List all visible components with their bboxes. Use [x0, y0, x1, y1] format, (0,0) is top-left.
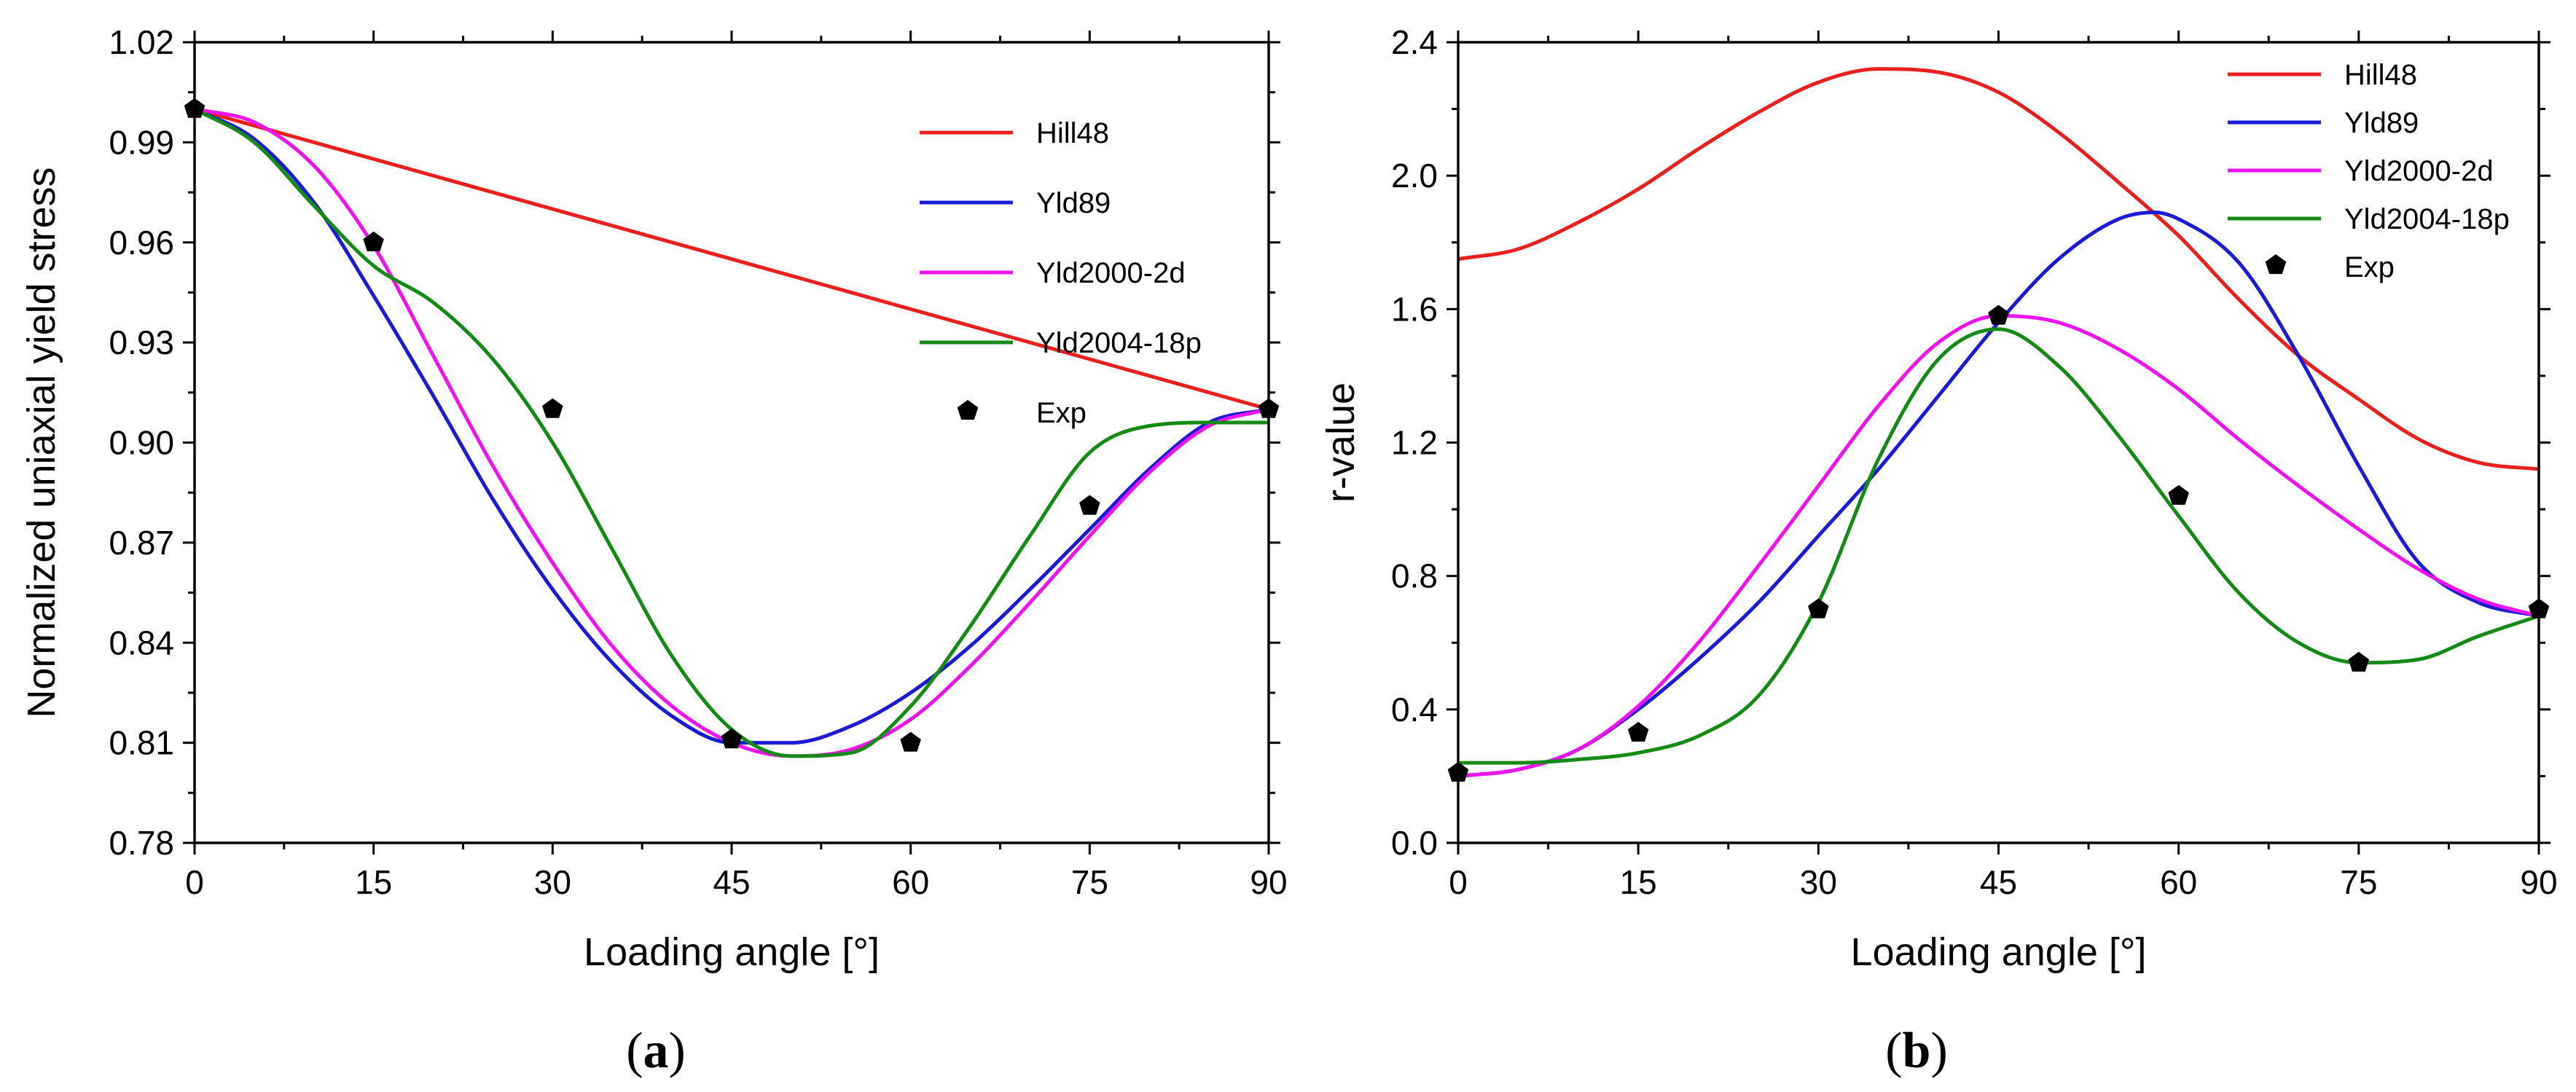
panel-label-letter: b: [1903, 1023, 1931, 1079]
y-tick-label: 0.87: [109, 524, 174, 562]
legend-label-yld89: Yld89: [1036, 187, 1111, 219]
plot-frame: [193, 41, 1270, 844]
y-tick-label: 0.81: [109, 724, 174, 762]
y-tick-label: 0.78: [109, 824, 174, 862]
series-line-yld2004-18p: [1458, 327, 2539, 765]
data-point-exp: [1627, 721, 1649, 742]
series-line-yld89: [1458, 211, 2539, 778]
panel-a: 0 15 30 45 60 75 90 0.78 0.81 0.84 0.87 0.90 0.93 0.9…: [20, 23, 1288, 1079]
legend-label-yld2004-18p: Yld2004-18p: [1036, 327, 1202, 359]
y-tick-label: 1.6: [1391, 290, 1438, 328]
legend-label-yld2000-2d: Yld2000-2d: [2344, 155, 2494, 187]
series-line-hill48: [1458, 67, 2539, 471]
legend-label-exp: Exp: [1036, 397, 1087, 429]
x-tick-label: 45: [1980, 863, 2017, 901]
series-line-yld89: [195, 107, 1269, 745]
panel-label: (b): [1885, 1023, 1948, 1079]
x-tick-label: 75: [1071, 863, 1108, 901]
x-tick-label: 45: [713, 863, 750, 901]
panel-label-paren-close: ): [1930, 1023, 1947, 1079]
series-line-hill48: [195, 107, 1269, 412]
data-point-exp: [1988, 305, 2009, 325]
y-tick-label: 0.93: [109, 323, 174, 361]
series-line-yld2004-18p: [195, 107, 1269, 758]
y-tick-label: 0.84: [109, 624, 174, 661]
y-tick-label: 0.0: [1391, 824, 1438, 862]
x-tick-label: 30: [1800, 863, 1837, 901]
y-tick-label: 0.99: [109, 123, 174, 161]
y-tick-label: 0.96: [109, 224, 174, 262]
data-point-exp: [1079, 495, 1100, 515]
data-point-exp: [363, 231, 384, 251]
legend-label-hill48: Hill48: [1036, 117, 1109, 149]
legend-label-yld89: Yld89: [2344, 107, 2419, 139]
y-tick-label: 1.2: [1391, 424, 1438, 462]
data-point-exp: [900, 731, 921, 752]
legend-label-exp: Exp: [2344, 251, 2395, 283]
series-group: [1458, 67, 2539, 778]
y-tick-label: 0.8: [1391, 557, 1438, 595]
data-point-exp: [542, 398, 563, 418]
legend-label-yld2004-18p: Yld2004-18p: [2344, 203, 2510, 235]
panel-label: (a): [626, 1023, 686, 1079]
series-group: [195, 107, 1269, 758]
panel-label-paren-open: (: [626, 1023, 643, 1079]
legend-marker-exp: [957, 400, 979, 420]
legend-marker-exp: [2265, 254, 2287, 275]
axis-ticks: [1446, 31, 2550, 855]
data-point-exp: [1808, 598, 1829, 618]
legend-label-hill48: Hill48: [2344, 59, 2417, 91]
x-tick-label: 0: [1449, 863, 1468, 901]
y-axis-label: r-value: [1319, 382, 1363, 503]
y-tick-label: 0.4: [1391, 691, 1438, 728]
y-axis-label: Normalized uniaxial yield stress: [20, 167, 63, 718]
y-tick-label: 1.02: [109, 23, 174, 61]
y-tick-label: 2.0: [1391, 157, 1438, 195]
panel-label-letter: a: [643, 1023, 669, 1079]
x-axis-label: Loading angle [°]: [1851, 930, 2147, 974]
x-tick-label: 60: [892, 863, 929, 901]
x-tick-label: 15: [1620, 863, 1657, 901]
x-tick-label: 30: [534, 863, 571, 901]
x-tick-label: 0: [185, 863, 204, 901]
series-line-yld2000-2d: [1458, 314, 2539, 778]
legend-label-yld2000-2d: Yld2000-2d: [1036, 257, 1186, 289]
data-point-exp: [2348, 651, 2370, 672]
plot-frame: [1457, 41, 2540, 844]
panel-label-paren-open: (: [1885, 1023, 1902, 1079]
x-tick-label: 90: [1250, 863, 1287, 901]
x-tick-label: 60: [2160, 863, 2197, 901]
legend: Hill48 Yld89 Yld2000-2d Yld2004-18p Exp: [920, 117, 1202, 429]
legend: Hill48 Yld89 Yld2000-2d Yld2004-18p Exp: [2228, 59, 2510, 283]
data-point-exp: [721, 728, 743, 749]
x-tick-label: 75: [2340, 863, 2377, 901]
panel-label-paren-close: ): [669, 1023, 686, 1079]
panel-b: 0 15 30 45 60 75 90 0.0 0.4 0.8 1.2 1.6 2.0 2.4 Loadin…: [1319, 23, 2558, 1079]
y-tick-label: 0.90: [109, 424, 174, 462]
x-tick-label: 15: [355, 863, 392, 901]
y-tick-label: 2.4: [1391, 23, 1438, 61]
x-axis-label: Loading angle [°]: [584, 930, 880, 974]
data-point-exp: [2168, 484, 2189, 505]
x-tick-label: 90: [2520, 863, 2557, 901]
